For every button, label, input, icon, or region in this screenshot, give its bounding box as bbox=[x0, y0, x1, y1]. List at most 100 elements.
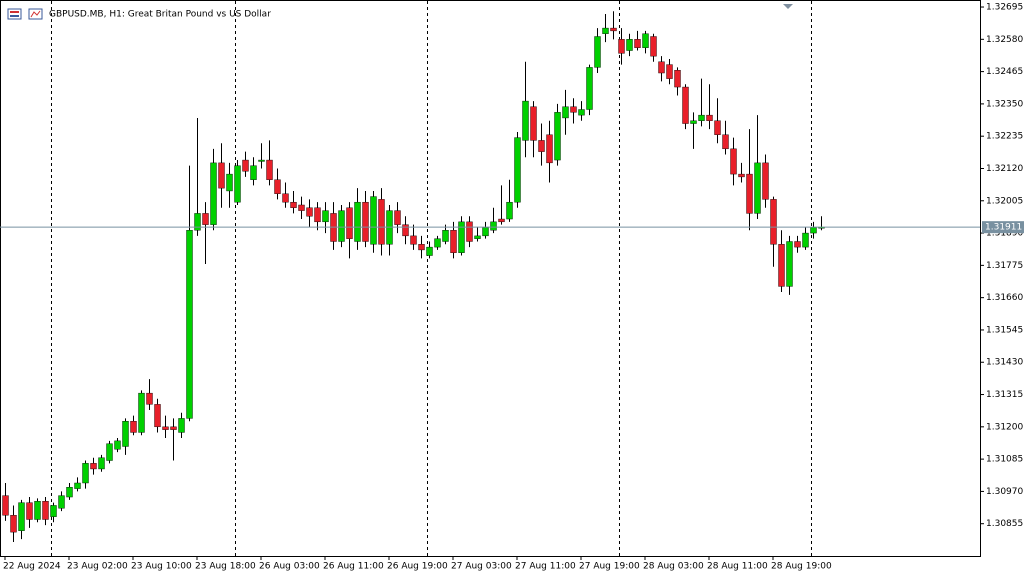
candle-body bbox=[362, 201, 369, 242]
x-tick-label: 26 Aug 19:00 bbox=[387, 562, 448, 572]
x-tick-label: 27 Aug 19:00 bbox=[579, 562, 640, 572]
candle-body bbox=[746, 173, 753, 214]
x-tick-label: 23 Aug 18:00 bbox=[195, 562, 256, 572]
candle-body bbox=[322, 210, 329, 223]
candle-body bbox=[538, 140, 545, 152]
last-price-box bbox=[982, 221, 1024, 234]
candle-body bbox=[106, 443, 113, 461]
candle-body bbox=[298, 204, 305, 211]
candle-body bbox=[98, 457, 105, 470]
icon-part bbox=[30, 10, 41, 18]
x-tick-label: 22 Aug 2024 bbox=[3, 562, 61, 572]
candle-body bbox=[426, 246, 433, 256]
candle-body bbox=[42, 501, 49, 520]
candle-body bbox=[458, 221, 465, 253]
candle-body bbox=[650, 36, 657, 57]
y-tick-label: 1.32120 bbox=[986, 164, 1023, 174]
y-tick-label: 1.31660 bbox=[986, 293, 1023, 303]
candle-body bbox=[490, 221, 497, 231]
candle-body bbox=[762, 162, 769, 200]
candle-body bbox=[434, 238, 441, 248]
candle-body bbox=[562, 106, 569, 119]
candle-body bbox=[290, 201, 297, 208]
candle-body bbox=[442, 230, 449, 242]
x-tick-label: 23 Aug 02:00 bbox=[67, 562, 128, 572]
candle-body bbox=[578, 109, 585, 116]
candle-body bbox=[306, 207, 313, 217]
candle-body bbox=[18, 502, 25, 531]
candle-body bbox=[770, 199, 777, 245]
x-tick-label: 27 Aug 11:00 bbox=[515, 562, 576, 572]
candle-body bbox=[402, 224, 409, 237]
candle-body bbox=[738, 173, 745, 178]
candle-body bbox=[506, 201, 513, 220]
y-tick-label: 1.31200 bbox=[986, 422, 1023, 432]
candle-body bbox=[722, 134, 729, 150]
candle-body bbox=[674, 70, 681, 88]
shift-marker bbox=[783, 4, 793, 9]
candle-body bbox=[34, 501, 41, 520]
candle-body bbox=[610, 27, 617, 32]
candle-body bbox=[522, 100, 529, 141]
candle-body bbox=[2, 495, 9, 516]
candle-body bbox=[82, 463, 89, 484]
candle-body bbox=[474, 235, 481, 239]
candle-body bbox=[202, 213, 209, 225]
candle-body bbox=[514, 137, 521, 203]
candle-body bbox=[210, 162, 217, 225]
candle-body bbox=[346, 207, 353, 239]
candle-body bbox=[194, 213, 201, 231]
chart-title: GBPUSD.MB, H1: Great Britan Pound vs US … bbox=[49, 10, 271, 20]
x-tick-label: 28 Aug 19:00 bbox=[771, 562, 832, 572]
candle-body bbox=[410, 235, 417, 245]
y-tick-label: 1.31775 bbox=[986, 261, 1023, 271]
y-tick-label: 1.31430 bbox=[986, 358, 1023, 368]
candle-body bbox=[730, 148, 737, 175]
y-tick-label: 1.31890 bbox=[986, 229, 1023, 239]
candle-body bbox=[626, 39, 633, 51]
icon-part bbox=[10, 15, 19, 17]
icon bbox=[7, 8, 22, 20]
candle-body bbox=[122, 421, 129, 447]
candle-body bbox=[146, 392, 153, 405]
day-separators bbox=[51, 1, 812, 556]
candle-body bbox=[594, 36, 601, 68]
header-icons bbox=[7, 8, 43, 20]
candle-body bbox=[74, 482, 81, 489]
candle-body bbox=[50, 505, 57, 517]
y-tick-label: 1.32465 bbox=[986, 67, 1023, 77]
candle-body bbox=[130, 421, 137, 433]
candle-body bbox=[26, 502, 33, 520]
candle-body bbox=[794, 241, 801, 248]
x-tick-label: 26 Aug 11:00 bbox=[323, 562, 384, 572]
candle-body bbox=[162, 426, 169, 430]
x-tick-label: 28 Aug 03:00 bbox=[643, 562, 704, 572]
candle-body bbox=[154, 404, 161, 428]
y-tick-label: 1.32350 bbox=[986, 99, 1023, 109]
y-tick-label: 1.32235 bbox=[986, 132, 1023, 142]
icon-part bbox=[10, 11, 19, 13]
x-tick-label: 26 Aug 03:00 bbox=[259, 562, 320, 572]
candle-body bbox=[218, 162, 225, 189]
candle-body bbox=[274, 179, 281, 194]
candle-body bbox=[570, 106, 577, 113]
x-tick-label: 23 Aug 10:00 bbox=[131, 562, 192, 572]
candle-body bbox=[618, 39, 625, 54]
y-tick-label: 1.30855 bbox=[986, 519, 1023, 529]
candle-body bbox=[90, 463, 97, 470]
candle-body bbox=[450, 230, 457, 253]
candle-body bbox=[546, 134, 553, 164]
y-tick-label: 1.32695 bbox=[986, 3, 1023, 13]
candle-body bbox=[242, 159, 249, 172]
candle-body bbox=[466, 221, 473, 242]
y-tick-label: 1.32580 bbox=[986, 35, 1023, 45]
candle-body bbox=[802, 232, 809, 248]
candle-body bbox=[226, 173, 233, 192]
candle-body bbox=[370, 196, 377, 245]
candle-body bbox=[186, 230, 193, 419]
candle-body bbox=[682, 86, 689, 124]
candle-body bbox=[482, 227, 489, 237]
candle-body bbox=[666, 64, 673, 79]
